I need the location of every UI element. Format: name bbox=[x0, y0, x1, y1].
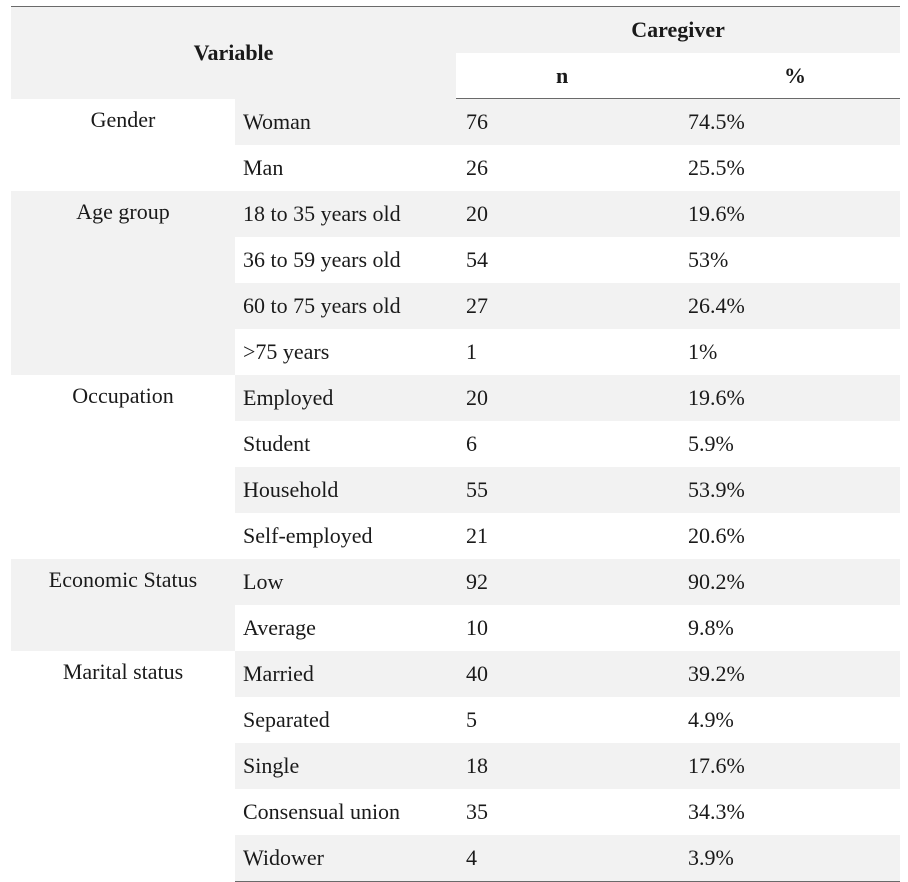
table-row: Occupation Employed 20 19.6% bbox=[11, 375, 901, 421]
n-value: 27 bbox=[456, 283, 680, 329]
table-row: Household 55 53.9% bbox=[11, 467, 901, 513]
percent-value: 4.9% bbox=[688, 707, 734, 732]
table-row: >75 years 1 1% bbox=[11, 329, 900, 375]
n-value: 26 bbox=[466, 155, 489, 180]
n-value: 55 bbox=[456, 467, 680, 513]
n-value: 21 bbox=[466, 523, 489, 548]
percent-value: 53% bbox=[688, 247, 729, 272]
subcategory-label: Man bbox=[243, 155, 284, 180]
n-value: 6 bbox=[466, 431, 478, 456]
category-label: Economic Status bbox=[11, 559, 235, 651]
percent-value: 90.2% bbox=[679, 559, 901, 605]
subcategory-label: Employed bbox=[235, 375, 457, 421]
percent-value: 1% bbox=[688, 339, 718, 364]
caregiver-header: Caregiver bbox=[456, 6, 901, 53]
n-value: 5 bbox=[466, 707, 478, 732]
caregiver-table: Variable Caregiver n % Gender Woman 76 74.5… bbox=[11, 6, 901, 882]
subcategory-label: >75 years bbox=[243, 339, 330, 364]
subcategory-label: Widower bbox=[235, 835, 457, 882]
table-header: Variable Caregiver n % bbox=[11, 6, 901, 99]
table-row: 36 to 59 years old 54 53% bbox=[11, 237, 900, 283]
n-value: 76 bbox=[456, 98, 680, 145]
subcategory-label: Student bbox=[243, 431, 311, 456]
table-row: Man 26 25.5% bbox=[11, 145, 900, 191]
n-value: 18 bbox=[456, 743, 680, 789]
percent-value: 34.3% bbox=[688, 799, 745, 824]
percent-value: 53.9% bbox=[679, 467, 901, 513]
category-label: Gender bbox=[90, 106, 156, 132]
table-row: 60 to 75 years old 27 26.4% bbox=[11, 283, 901, 329]
subcategory-label: 36 to 59 years old bbox=[243, 247, 401, 272]
n-value: 1 bbox=[466, 339, 478, 364]
n-value: 54 bbox=[466, 247, 489, 272]
percent-value: 74.5% bbox=[679, 98, 901, 145]
percent-value: 17.6% bbox=[679, 743, 901, 789]
n-value: 92 bbox=[456, 559, 680, 605]
subcategory-label: Self-employed bbox=[243, 523, 373, 548]
subcategory-label: Woman bbox=[235, 98, 457, 145]
table-row: Economic Status Low 92 90.2% bbox=[11, 559, 901, 651]
n-value: 20 bbox=[456, 191, 680, 237]
percent-value: 39.2% bbox=[679, 651, 901, 697]
table-row: Age group 18 to 35 years old 20 19.6% bbox=[11, 191, 901, 375]
table-row: Self-employed 21 20.6% bbox=[11, 513, 900, 559]
table-body: Gender Woman 76 74.5% Man 26 25.5% Age group 18 … bbox=[11, 98, 901, 882]
percent-value: 19.6% bbox=[679, 375, 901, 421]
table-row: Widower 4 3.9% bbox=[11, 835, 901, 882]
table-row: Gender Woman 76 74.5% bbox=[11, 98, 901, 145]
subcategory-label: Low bbox=[235, 559, 457, 605]
table-row: Consensual union 35 34.3% bbox=[11, 789, 900, 835]
percent-value: 3.9% bbox=[679, 835, 901, 882]
subcategory-label: Single bbox=[235, 743, 457, 789]
n-value: 40 bbox=[456, 651, 680, 697]
percent-value: 20.6% bbox=[688, 523, 745, 548]
n-value: 10 bbox=[466, 615, 489, 640]
n-value: 20 bbox=[456, 375, 680, 421]
table-row: Student 6 5.9% bbox=[11, 421, 900, 467]
table-row: Marital status Married 40 39.2% bbox=[11, 651, 901, 697]
subcategory-label: Household bbox=[235, 467, 457, 513]
n-header: n bbox=[456, 53, 680, 99]
percent-value: 25.5% bbox=[688, 155, 745, 180]
percent-value: 5.9% bbox=[688, 431, 734, 456]
n-value: 4 bbox=[456, 835, 680, 882]
percent-value: 26.4% bbox=[679, 283, 901, 329]
subcategory-label: 60 to 75 years old bbox=[235, 283, 457, 329]
category-label: Occupation bbox=[72, 383, 174, 408]
subcategory-label: Separated bbox=[243, 707, 330, 732]
subcategory-label: 18 to 35 years old bbox=[235, 191, 457, 237]
percent-value: 9.8% bbox=[688, 615, 734, 640]
percent-header: % bbox=[679, 53, 901, 99]
category-label: Age group bbox=[11, 191, 235, 375]
subcategory-label: Consensual union bbox=[243, 799, 401, 824]
subcategory-label: Married bbox=[235, 651, 457, 697]
category-label: Marital status bbox=[62, 659, 184, 684]
percent-value: 19.6% bbox=[679, 191, 901, 237]
table-row: Single 18 17.6% bbox=[11, 743, 901, 789]
table-row: Average 10 9.8% bbox=[11, 605, 900, 651]
table-row: Separated 5 4.9% bbox=[11, 697, 900, 743]
n-value: 35 bbox=[466, 799, 489, 824]
variable-header: Variable bbox=[11, 6, 457, 99]
subcategory-label: Average bbox=[243, 615, 316, 640]
